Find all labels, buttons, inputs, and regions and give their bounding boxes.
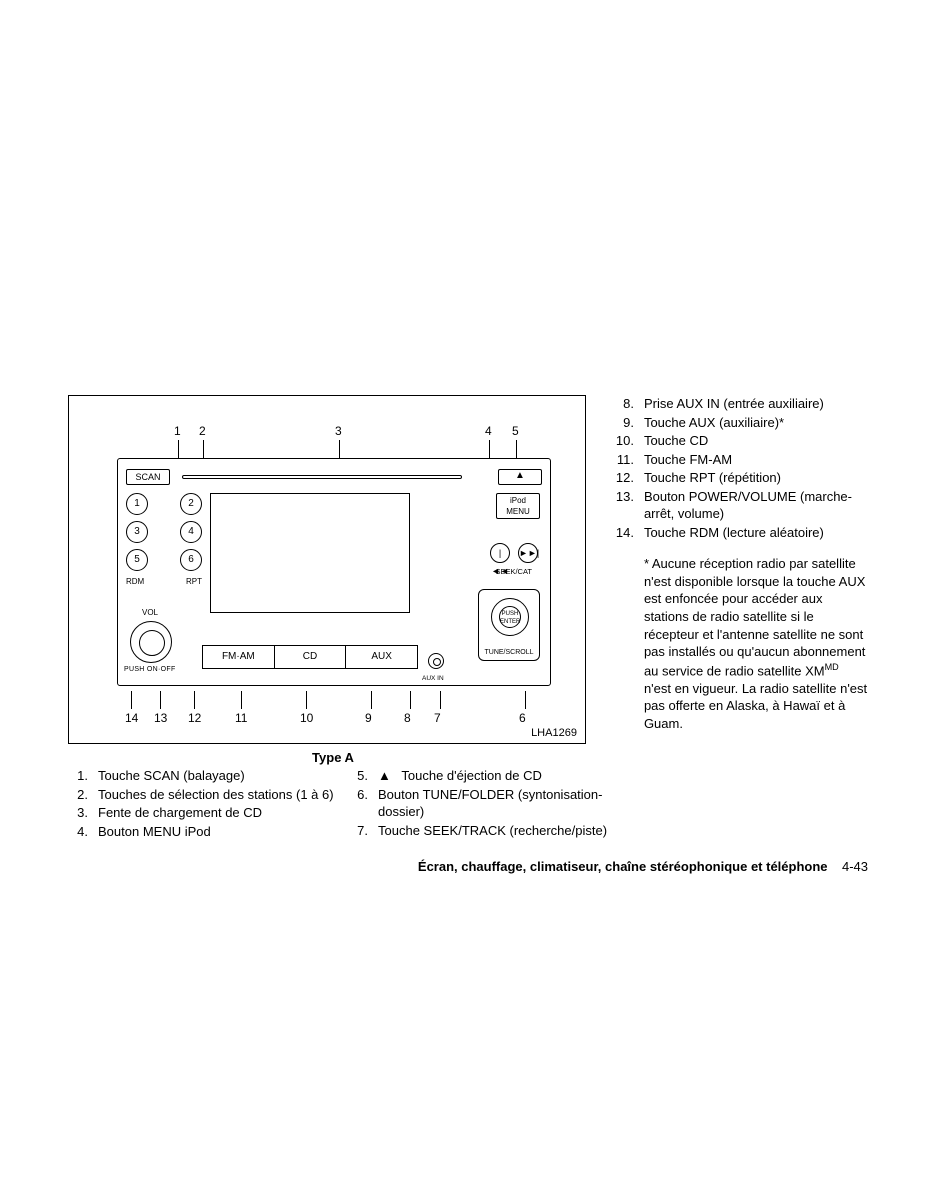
page-content: 12345 14131211109876 SCAN ▲ 1 2 3 4 <box>68 395 868 874</box>
callout-number: 14 <box>125 711 138 725</box>
legend-item: 5.▲ Touche d'éjection de CD <box>348 767 628 785</box>
rdm-label: RDM <box>126 577 144 586</box>
upper-row: 12345 14131211109876 SCAN ▲ 1 2 3 4 <box>68 395 868 744</box>
radio-faceplate: SCAN ▲ 1 2 3 4 5 6 <box>117 458 551 686</box>
vol-label: VOL <box>142 608 158 617</box>
callout-number: 7 <box>434 711 441 725</box>
preset-buttons: 1 2 3 4 5 6 RDM RPT <box>126 493 202 586</box>
aux-in-label: AUX IN <box>422 675 444 682</box>
legend-item: 11.Touche FM-AM <box>614 451 868 469</box>
legend-item: 13.Bouton POWER/VOLUME (marche-arrêt, vo… <box>614 488 868 523</box>
footer-section-title: Écran, chauffage, climatiseur, chaîne st… <box>418 859 828 874</box>
scan-button: SCAN <box>126 469 170 485</box>
callout-number: 11 <box>235 711 247 725</box>
seek-cat-label: SEEK/CAT <box>495 567 532 576</box>
seek-prev-button: |◄◄ <box>490 543 510 563</box>
legend-item: 7.Touche SEEK/TRACK (recherche/piste) <box>348 822 628 840</box>
callout-number: 2 <box>199 424 206 438</box>
preset-4: 4 <box>180 521 202 543</box>
preset-5: 5 <box>126 549 148 571</box>
tune-scroll-knob: PUSH ENTER TUNE/SCROLL <box>478 589 540 661</box>
preset-1: 1 <box>126 493 148 515</box>
callout-number: 5 <box>512 424 519 438</box>
callout-number: 10 <box>300 711 313 725</box>
preset-3: 3 <box>126 521 148 543</box>
preset-2: 2 <box>180 493 202 515</box>
legend-item: 1.Touche SCAN (balayage) <box>68 767 348 785</box>
page-footer: Écran, chauffage, climatiseur, chaîne st… <box>68 859 868 874</box>
aux-in-jack <box>428 653 444 669</box>
legend-footnote: * Aucune réception radio par satellite n… <box>644 555 868 732</box>
legend-item: 6.Bouton TUNE/FOLDER (syntonisation-doss… <box>348 786 628 821</box>
legend-item: 4.Bouton MENU iPod <box>68 823 348 841</box>
legend-item: 8.Prise AUX IN (entrée auxiliaire) <box>614 395 868 413</box>
figure-id: LHA1269 <box>531 727 577 739</box>
fm-am-button: FM·AM <box>203 646 275 668</box>
push-onoff-label: PUSH ON·OFF <box>124 666 176 673</box>
legend-item: 12.Touche RPT (répétition) <box>614 469 868 487</box>
callout-number: 12 <box>188 711 201 725</box>
cd-button: CD <box>275 646 347 668</box>
cd-slot <box>182 475 462 479</box>
footer-page-number: 4-43 <box>842 859 868 874</box>
ipod-menu-button: iPod MENU <box>496 493 540 519</box>
callout-number: 6 <box>519 711 526 725</box>
figure-type-label: Type A <box>68 750 598 765</box>
callout-number: 3 <box>335 424 342 438</box>
legend-item: 10.Touche CD <box>614 432 868 450</box>
callout-number: 8 <box>404 711 411 725</box>
aux-button: AUX <box>346 646 417 668</box>
legend-right-column: 8.Prise AUX IN (entrée auxiliaire)9.Touc… <box>614 395 868 732</box>
callout-number: 4 <box>485 424 492 438</box>
seek-next-button: ►►| <box>518 543 538 563</box>
callout-number: 13 <box>154 711 167 725</box>
legend-item: 14.Touche RDM (lecture aléatoire) <box>614 524 868 542</box>
callout-number: 9 <box>365 711 372 725</box>
callout-number: 1 <box>174 424 181 438</box>
legend-lower: 1.Touche SCAN (balayage)2.Touches de sél… <box>68 767 868 841</box>
rpt-label: RPT <box>186 577 202 586</box>
volume-knob <box>130 621 172 663</box>
preset-6: 6 <box>180 549 202 571</box>
display-screen <box>210 493 410 613</box>
eject-button: ▲ <box>498 469 542 485</box>
source-button-bar: FM·AM CD AUX <box>202 645 418 669</box>
radio-diagram: 12345 14131211109876 SCAN ▲ 1 2 3 4 <box>68 395 586 744</box>
legend-item: 2.Touches de sélection des stations (1 à… <box>68 786 348 804</box>
legend-item: 3.Fente de chargement de CD <box>68 804 348 822</box>
legend-item: 9.Touche AUX (auxiliaire)* <box>614 414 868 432</box>
